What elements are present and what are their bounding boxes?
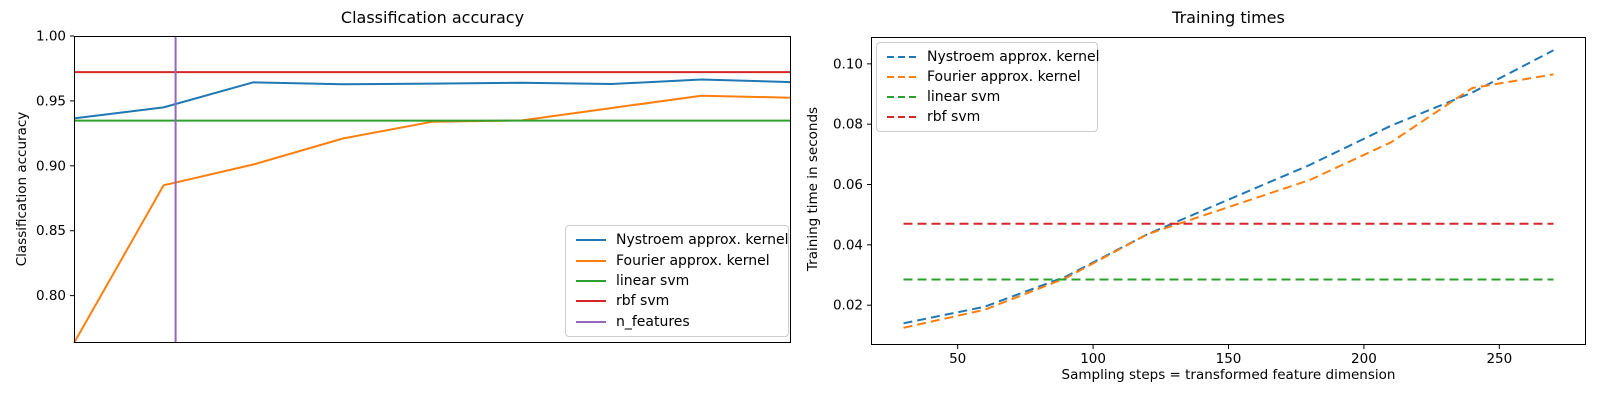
series-nystroem-approx-kernel [73, 78, 792, 120]
times-legend: Nystroem approx. kernel Fourier approx. k… [876, 42, 1099, 132]
y-tick-label: 1.00 [36, 29, 66, 45]
accuracy-ylabel: Classification accuracy [14, 111, 30, 267]
series-fourier-approx-kernel [903, 73, 1554, 329]
legend-label: Nystroem approx. kernel [616, 232, 789, 249]
legend-item-rbf-svm: rbf svm [887, 109, 1089, 125]
legend-label: linear svm [927, 89, 1001, 105]
axes-frame [871, 37, 1586, 345]
times-plot-area: 0.02 0.04 0.06 0.08 0.10 50 100 150 200 250 [833, 37, 1586, 367]
legend-label: Nystroem approx. kernel [927, 49, 1100, 65]
times-title: Training times [1172, 8, 1285, 27]
legend-item-nystroem-approx-kernel: Nystroem approx. kernel [887, 49, 1099, 65]
y-tick-label: 0.04 [833, 237, 863, 253]
axes-frame [74, 36, 791, 343]
legend-label: n_features [616, 313, 690, 330]
legend-label: rbf svm [616, 293, 670, 310]
y-tick-label: 0.02 [833, 298, 863, 314]
series-fourier-approx-kernel [73, 94, 792, 344]
legend-item-linear-svm: linear svm [576, 273, 780, 289]
legend-label: rbf svm [927, 109, 981, 125]
legend-label: Fourier approx. kernel [616, 252, 770, 269]
x-tick-label: 250 [1486, 351, 1512, 367]
legend-item-fourier-approx-kernel: Fourier approx. kernel [887, 69, 1089, 85]
legend-line-sample [887, 96, 917, 98]
times-ylabel: Training time in seconds [805, 106, 821, 272]
legend-line-sample [887, 56, 917, 58]
times-xlabel: Sampling steps = transformed feature dim… [1061, 367, 1396, 383]
legend-line-sample [576, 279, 606, 282]
legend-item-linear-svm: linear svm [887, 89, 1089, 105]
y-tick-label: 0.06 [833, 177, 863, 193]
y-tick-label: 0.10 [833, 56, 863, 72]
x-tick-label: 50 [949, 351, 966, 367]
legend-line-sample [576, 239, 606, 242]
legend-item-rbf-svm: rbf svm [576, 293, 780, 309]
accuracy-title: Classification accuracy [340, 8, 525, 27]
x-tick-label: 200 [1351, 351, 1377, 367]
legend-line-sample [887, 116, 917, 118]
legend-label: linear svm [616, 272, 690, 289]
y-tick-label: 0.90 [36, 158, 66, 174]
accuracy-legend: Nystroem approx. kernel Fourier approx. k… [565, 225, 789, 337]
y-tick-label: 0.85 [36, 223, 66, 239]
y-tick-label: 0.95 [36, 93, 66, 109]
y-tick-label: 0.80 [36, 288, 66, 304]
x-tick-label: 150 [1216, 351, 1242, 367]
legend-label: Fourier approx. kernel [927, 69, 1081, 85]
legend-line-sample [887, 76, 917, 78]
x-tick-label: 100 [1080, 351, 1106, 367]
legend-item-n-features: n_features [576, 314, 780, 330]
legend-line-sample [576, 320, 606, 323]
legend-item-fourier-approx-kernel: Fourier approx. kernel [576, 253, 780, 269]
legend-line-sample [576, 259, 606, 262]
accuracy-plot-area: 1.00 0.95 0.90 0.85 0.80 [36, 29, 792, 344]
legend-line-sample [576, 300, 606, 303]
y-tick-label: 0.08 [833, 117, 863, 133]
legend-item-nystroem-approx-kernel: Nystroem approx. kernel [576, 232, 788, 248]
